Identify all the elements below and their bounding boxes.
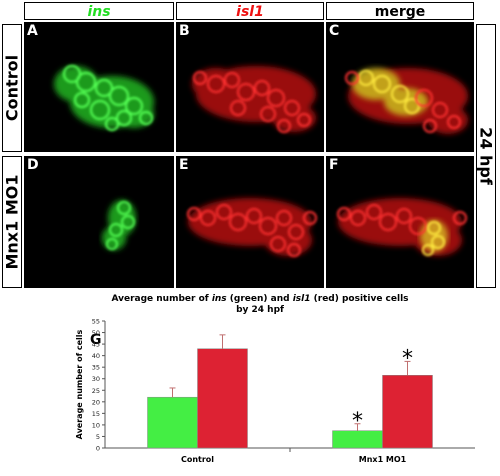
y-tick-label: 10 bbox=[92, 421, 100, 429]
column-header-isl1-text: isl1 bbox=[236, 4, 264, 20]
y-tick-label: 50 bbox=[92, 329, 100, 337]
column-header-ins: ins bbox=[24, 2, 174, 20]
y-tick-label: 15 bbox=[92, 410, 100, 418]
panel-d: D bbox=[24, 156, 174, 288]
chart-title-post: (red) positive cells bbox=[310, 294, 409, 304]
column-header-isl1: isl1 bbox=[176, 2, 324, 20]
y-tick-label: 20 bbox=[92, 398, 100, 406]
chart-title-gene1: ins bbox=[211, 294, 227, 304]
y-tick-label: 45 bbox=[92, 341, 100, 349]
side-header-24hpf: 24 hpf bbox=[476, 24, 496, 288]
y-tick-label: 5 bbox=[96, 433, 100, 441]
row-header-mnx1: Mnx1 MO1 bbox=[2, 156, 22, 288]
y-axis-label: Average number of cells bbox=[75, 329, 84, 439]
y-tick-label: 30 bbox=[92, 375, 100, 383]
row-header-control: Control bbox=[2, 24, 22, 152]
significance-asterisk: * bbox=[402, 346, 413, 371]
panel-e: E bbox=[176, 156, 324, 288]
panel-e-label: E bbox=[179, 157, 189, 173]
significance-asterisk: * bbox=[352, 409, 363, 434]
row-header-mnx1-text: Mnx1 MO1 bbox=[2, 174, 22, 270]
panel-c-label: C bbox=[329, 23, 340, 39]
panel-b-label: B bbox=[179, 23, 190, 39]
panel-f: F bbox=[326, 156, 474, 288]
chart-panel-label: G bbox=[90, 332, 102, 348]
y-tick-label: 35 bbox=[92, 364, 100, 372]
panel-a-label: A bbox=[27, 23, 38, 39]
bar bbox=[197, 348, 248, 449]
column-header-merge-text: merge bbox=[374, 4, 426, 20]
column-header-merge: merge bbox=[326, 2, 474, 20]
chart-title-pre: Average number of bbox=[111, 294, 212, 304]
column-header-ins-text: ins bbox=[87, 4, 111, 20]
chart-title-gene2: isl1 bbox=[292, 294, 311, 304]
side-header-24hpf-text: 24 hpf bbox=[476, 127, 496, 185]
y-tick-label: 25 bbox=[92, 387, 100, 395]
panel-c: C bbox=[326, 22, 474, 152]
bar bbox=[147, 396, 198, 449]
row-header-control-text: Control bbox=[2, 54, 22, 122]
chart-title-mid: (green) and bbox=[226, 294, 293, 304]
bar bbox=[382, 375, 433, 449]
panel-b: B bbox=[176, 22, 324, 152]
panel-f-label: F bbox=[329, 157, 339, 173]
bar-chart: G 0 5 10 15 20 25 30 35 40 45 50 55 Average number o… bbox=[75, 318, 475, 464]
x-tick-label: Mnx1 MO1 bbox=[359, 455, 407, 464]
chart-title: Average number of ins (green) and isl1 (… bbox=[60, 294, 460, 316]
y-tick-label: 0 bbox=[96, 445, 100, 453]
panel-a: A bbox=[24, 22, 174, 152]
y-tick-label: 40 bbox=[92, 352, 100, 360]
chart-title-line2: by 24 hpf bbox=[236, 305, 284, 315]
y-tick-label: 55 bbox=[92, 318, 100, 326]
x-tick-label: Control bbox=[181, 455, 214, 464]
panel-d-label: D bbox=[27, 157, 39, 173]
